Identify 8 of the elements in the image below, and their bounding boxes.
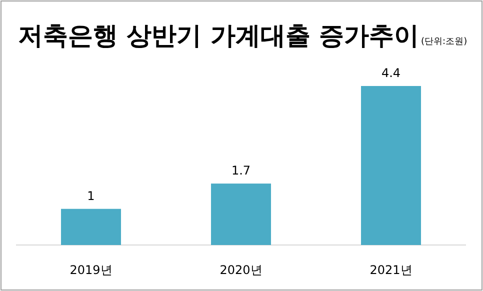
x-tick-label: 2020년: [220, 263, 262, 277]
data-label: 1: [87, 188, 95, 203]
x-tick-label: 2021년: [370, 263, 412, 277]
data-label: 4.4: [381, 66, 401, 80]
chart-subtitle: (단위:조원): [421, 37, 468, 47]
data-label: 1.7: [231, 164, 251, 178]
x-tick-label: 2019년: [70, 263, 112, 277]
chart-title: 저축은행 상반기 가계대출 증가추이: [18, 21, 420, 50]
